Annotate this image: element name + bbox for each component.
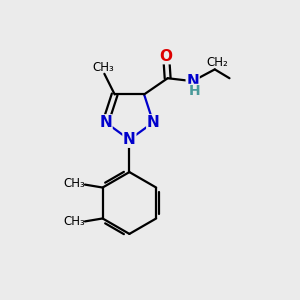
Text: N: N [186, 74, 199, 89]
Text: N: N [123, 132, 136, 147]
Text: N: N [99, 115, 112, 130]
Text: CH₂: CH₂ [207, 56, 229, 68]
Text: H: H [188, 85, 200, 98]
Text: N: N [147, 115, 160, 130]
Text: CH₃: CH₃ [92, 61, 114, 74]
Text: CH₃: CH₃ [64, 215, 86, 228]
Text: CH₃: CH₃ [64, 177, 86, 190]
Text: O: O [160, 49, 173, 64]
